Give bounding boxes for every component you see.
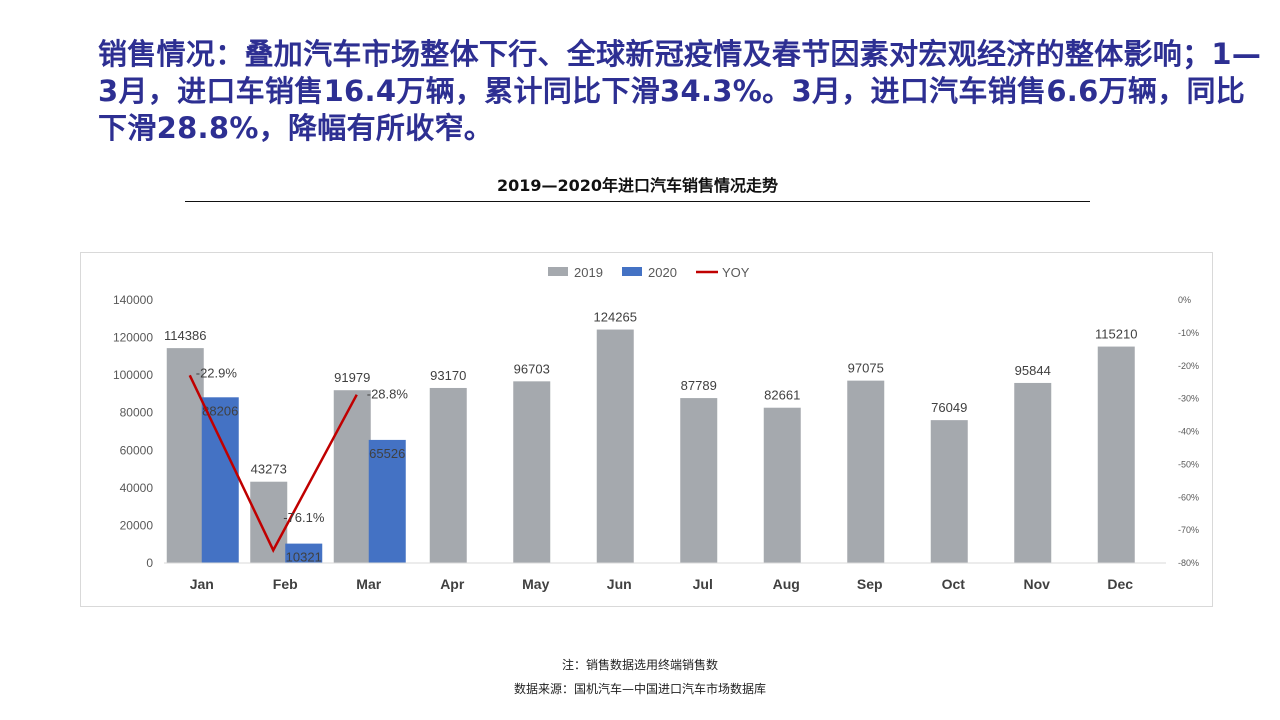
- y2-tick-label: -20%: [1178, 361, 1199, 371]
- data-label-2019: 97075: [848, 361, 884, 376]
- chart-svg: 0 20000 40000 60000 80000 100000 120000 140000 0…: [113, 265, 1199, 592]
- bar-2019: [1097, 346, 1135, 563]
- x-tick-label: Dec: [1107, 576, 1133, 592]
- data-label-2019: 96703: [514, 361, 550, 376]
- data-label-2019: 43273: [251, 462, 287, 477]
- data-label-2019: 95844: [1015, 363, 1051, 378]
- x-tick-label: Sep: [857, 576, 883, 592]
- y-tick-label: 20000: [120, 518, 154, 532]
- bar-2019: [930, 420, 968, 563]
- bar-2019: [513, 381, 551, 563]
- x-tick-label: Feb: [273, 576, 298, 592]
- legend-swatch: [622, 267, 642, 276]
- y-tick-label: 80000: [120, 406, 154, 420]
- x-tick-label: Apr: [440, 576, 465, 592]
- data-label-2019: 82661: [764, 388, 800, 403]
- x-tick-label: Jan: [190, 576, 214, 592]
- y2-tick-label: -60%: [1178, 492, 1199, 502]
- data-label-2019: 87789: [681, 378, 717, 393]
- bar-2019: [847, 380, 885, 563]
- data-label-2020: 88206: [202, 403, 238, 418]
- y-tick-label: 60000: [120, 443, 154, 457]
- y-tick-label: 40000: [120, 481, 154, 495]
- legend-swatch: [548, 267, 568, 276]
- data-source: 数据来源：国机汽车—中国进口汽车市场数据库: [513, 682, 766, 696]
- y2-tick-label: -40%: [1178, 427, 1199, 437]
- legend-label: YOY: [722, 265, 750, 280]
- y2-tick-label: -70%: [1178, 525, 1199, 535]
- data-label-2019: 76049: [931, 400, 967, 415]
- y2-tick-label: -10%: [1178, 328, 1199, 338]
- x-tick-label: Jul: [693, 576, 713, 592]
- y-tick-label: 0: [146, 556, 153, 570]
- legend-label: 2019: [574, 265, 603, 280]
- data-label-2019: 124265: [594, 310, 637, 325]
- y2-tick-label: -50%: [1178, 459, 1199, 469]
- x-tick-label: May: [522, 576, 549, 592]
- title-rule: [185, 201, 1090, 202]
- yoy-line: [188, 374, 358, 553]
- bar-2019: [429, 387, 467, 563]
- bar-2019: [680, 398, 718, 563]
- y-tick-label: 100000: [113, 368, 153, 382]
- yoy-data-label: -28.8%: [367, 387, 409, 402]
- x-tick-label: Aug: [773, 576, 800, 592]
- y2-tick-label: 0%: [1178, 295, 1191, 305]
- bar-2019: [333, 390, 371, 563]
- data-label-2019: 93170: [430, 368, 466, 383]
- bar-2019: [763, 407, 801, 563]
- x-tick-label: Nov: [1024, 576, 1051, 592]
- y2-tick-label: -80%: [1178, 558, 1199, 568]
- bar-2019: [596, 329, 634, 563]
- headline: 销售情况：叠加汽车市场整体下行、全球新冠疫情及春节因素对宏观经济的整体影响；1—…: [98, 37, 1262, 145]
- x-tick-label: Jun: [607, 576, 632, 592]
- legend-label: 2020: [648, 265, 677, 280]
- data-label-2019: 115210: [1095, 327, 1137, 342]
- bar-2020: [201, 397, 239, 563]
- data-label-2020: 65526: [369, 446, 405, 461]
- y-tick-label: 120000: [113, 331, 153, 345]
- x-tick-label: Mar: [356, 576, 381, 592]
- data-label-2019: 114386: [164, 328, 206, 343]
- bar-2019: [166, 348, 204, 563]
- data-label-2019: 91979: [334, 370, 370, 385]
- data-label-2020: 10321: [286, 550, 322, 565]
- bar-2020: [285, 543, 323, 563]
- x-tick-label: Oct: [942, 576, 966, 592]
- yoy-data-label: -22.9%: [196, 365, 238, 380]
- yoy-data-label: -76.1%: [283, 510, 325, 525]
- footnote: 注：销售数据选用终端销售数: [561, 658, 718, 672]
- chart-panel: 0 20000 40000 60000 80000 100000 120000 140000 0…: [80, 252, 1213, 607]
- bar-2020: [368, 439, 406, 563]
- bar-2019: [250, 481, 288, 563]
- chart-title: 2019—2020年进口汽车销售情况走势: [496, 176, 779, 195]
- y2-tick-label: -30%: [1178, 394, 1199, 404]
- bar-2019: [1014, 382, 1052, 563]
- y-tick-label: 140000: [113, 293, 153, 307]
